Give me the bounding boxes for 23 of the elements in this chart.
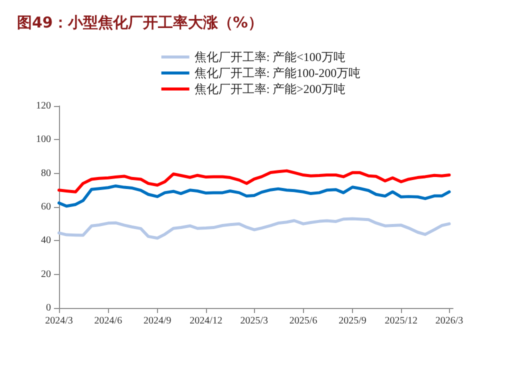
x-tick-label: 2025/12 [384,316,418,326]
x-tick-label: 2024/6 [94,316,122,326]
chart-title: 图49：小型焦化厂开工率大涨（%） [17,14,263,32]
x-tick-label: 2025/6 [289,316,318,326]
y-tick-label: 20 [41,268,51,280]
x-tick-label: 2025/9 [338,316,366,326]
legend-label: 焦化厂开工率: 产能<100万吨 [194,50,346,64]
x-tick-label: 2024/9 [143,316,172,326]
y-tick-label: 60 [41,202,51,212]
y-tick-label: 40 [41,235,51,246]
x-tick-label: 2026/3 [435,316,464,326]
x-tick-label: 2025/3 [240,316,268,326]
line-series [58,169,451,194]
x-tick-label: 2024/12 [190,316,222,326]
y-tick-label: 100 [36,134,51,146]
x-tick-label: 2024/3 [45,316,73,326]
legend-label: 焦化厂开工率: 产能100-200万吨 [194,66,361,80]
y-tick-label: 120 [36,100,51,112]
y-tick-label: 0 [46,302,51,314]
line-series [58,217,451,240]
line-series [58,184,451,208]
y-tick-label: 80 [41,168,51,179]
legend-label: 焦化厂开工率: 产能>200万吨 [194,82,346,96]
